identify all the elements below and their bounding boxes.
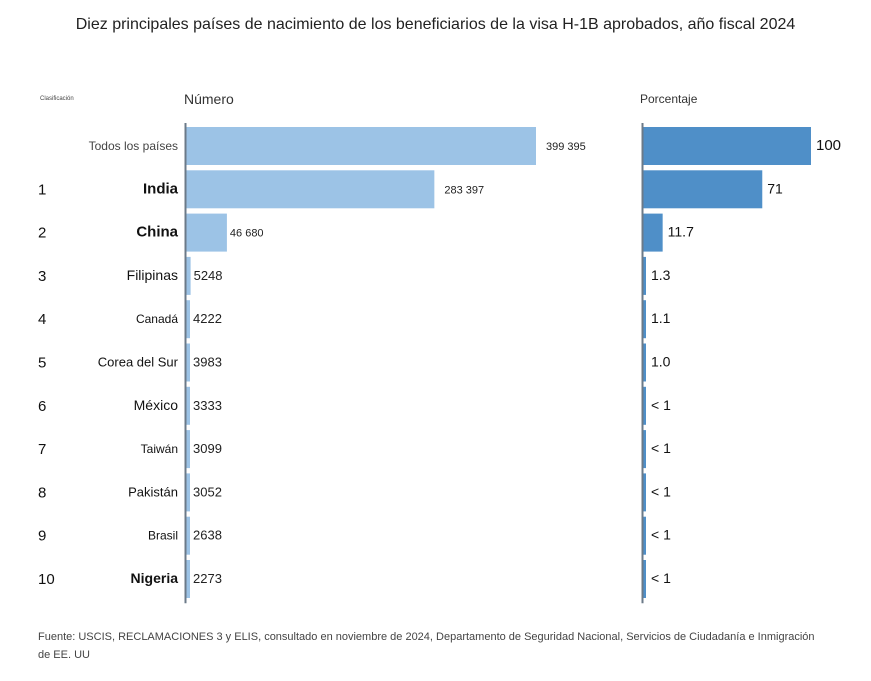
- country-label: Nigeria: [131, 570, 179, 586]
- number-bar: [186, 256, 191, 295]
- country-label: México: [134, 397, 179, 413]
- percent-bar: [643, 170, 763, 209]
- number-value-label: 3099: [193, 441, 222, 456]
- number-bar: [186, 560, 190, 598]
- rank-label: 3: [38, 268, 46, 285]
- number-value-label: 4222: [193, 311, 222, 326]
- percent-bar: [643, 213, 663, 252]
- source-note: Fuente: USCIS, RECLAMACIONES 3 y ELIS, c…: [38, 631, 815, 661]
- number-value-label: 3333: [193, 398, 222, 413]
- percent-column-header: Porcentaje: [640, 92, 698, 106]
- percent-value-label: 1.3: [651, 267, 671, 283]
- percent-value-label: < 1: [651, 527, 671, 543]
- rank-label: 6: [38, 398, 46, 415]
- rank-label: 5: [38, 355, 46, 372]
- number-bar: [186, 516, 190, 555]
- number-value-label: 3983: [193, 355, 222, 370]
- percent-bar: [643, 256, 646, 295]
- percent-bar: [643, 560, 646, 598]
- percent-value-label: < 1: [651, 440, 671, 456]
- number-bar: [186, 473, 190, 512]
- number-bar: [186, 170, 435, 209]
- number-bar: [186, 430, 190, 469]
- rank-label: 2: [38, 225, 46, 242]
- number-value-label: 399 395: [546, 141, 586, 153]
- percent-bar: [643, 127, 811, 165]
- percent-bar: [643, 343, 646, 382]
- number-value-label: 46 680: [230, 228, 264, 240]
- rank-label: 9: [38, 528, 46, 545]
- percent-value-label: 1.0: [651, 354, 671, 370]
- rank-column-header: Clasificación: [40, 96, 74, 102]
- percent-value-label: < 1: [651, 397, 671, 413]
- percent-value-label: < 1: [651, 483, 671, 499]
- rank-label: 4: [38, 311, 46, 328]
- country-label: China: [136, 224, 178, 241]
- rank-label: 10: [38, 571, 55, 588]
- country-label: Canadá: [136, 312, 178, 326]
- number-value-label: 283 397: [444, 184, 484, 196]
- percent-bar: [643, 300, 646, 339]
- percent-bar: [643, 473, 646, 512]
- number-column-header: Número: [184, 91, 234, 107]
- percent-bar: [643, 430, 646, 469]
- number-bar: [186, 213, 227, 252]
- rank-label: 8: [38, 484, 46, 501]
- chart-title: Diez principales países de nacimiento de…: [75, 16, 796, 33]
- percent-value-label: 1.1: [651, 310, 671, 326]
- number-value-label: 2273: [193, 571, 222, 586]
- country-label: Todos los países: [89, 139, 178, 153]
- country-label: Pakistán: [128, 484, 178, 499]
- bars-layer: Todos los países 399 395 100 1 India 283 397 7…: [38, 127, 841, 598]
- percent-value-label: 11.7: [668, 224, 694, 240]
- percent-value-label: 71: [767, 180, 783, 196]
- number-value-label: 5248: [194, 268, 223, 283]
- country-label: Brasil: [148, 529, 178, 543]
- number-value-label: 2638: [193, 528, 222, 543]
- number-value-label: 3052: [193, 484, 222, 499]
- number-bar: [186, 127, 536, 165]
- percent-value-label: 100: [816, 137, 841, 154]
- country-label: Taiwán: [141, 442, 178, 456]
- rank-label: 1: [38, 181, 46, 198]
- country-label: Filipinas: [127, 267, 178, 283]
- rank-label: 7: [38, 441, 46, 458]
- percent-bar: [643, 516, 646, 555]
- country-label: Corea del Sur: [98, 355, 179, 370]
- number-bar: [186, 300, 190, 339]
- country-label: India: [143, 180, 179, 197]
- number-bar: [186, 343, 190, 382]
- percent-value-label: < 1: [651, 570, 671, 586]
- percent-bar: [643, 386, 646, 425]
- number-bar: [186, 386, 190, 425]
